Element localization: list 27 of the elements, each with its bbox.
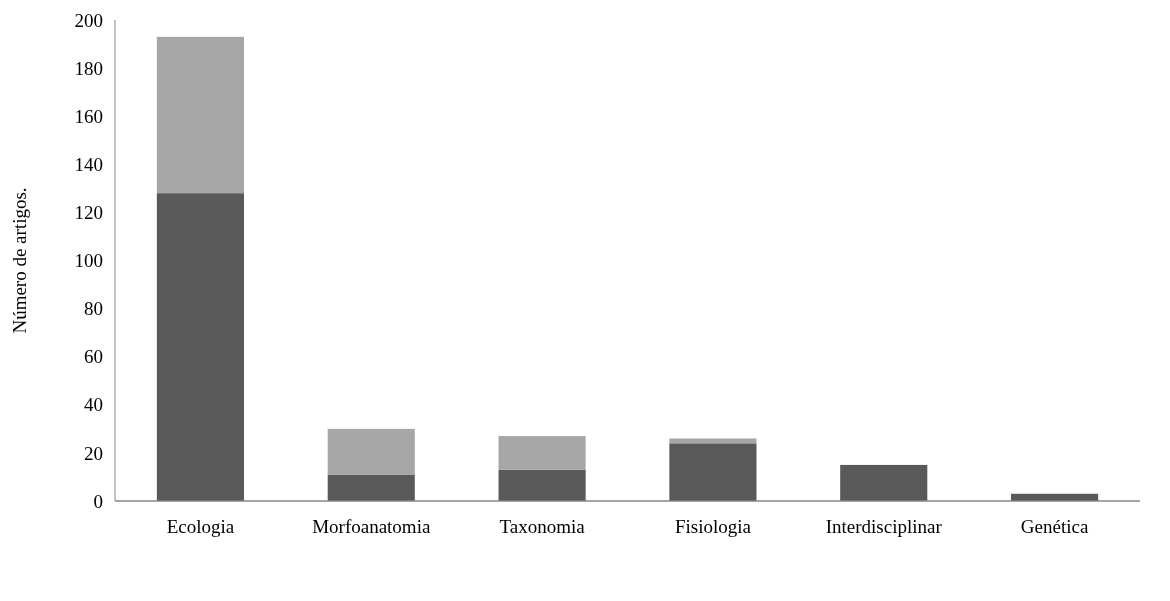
x-tick-label: Genética (1020, 516, 1089, 537)
y-tick-label: 140 (74, 153, 103, 175)
y-tick-label: 60 (84, 346, 103, 368)
bar (840, 464, 928, 501)
y-tick-label: 20 (84, 442, 103, 464)
x-tick-label: Morfoanatomia (312, 516, 431, 537)
bar (498, 436, 586, 470)
bar (156, 36, 244, 194)
y-tick-label: 40 (84, 394, 103, 416)
x-tick-label: Interdisciplinar (825, 516, 943, 537)
y-axis-title: Número de artigos. (9, 187, 30, 334)
x-tick-label: Fisiologia (674, 516, 752, 537)
y-tick-label: 100 (74, 250, 103, 272)
x-tick-label: Ecologia (166, 516, 235, 537)
y-tick-label: 200 (74, 9, 103, 31)
bar (327, 474, 415, 501)
y-tick-label: 160 (74, 105, 103, 127)
bar (156, 193, 244, 501)
y-tick-label: 80 (84, 298, 103, 320)
x-tick-label: Taxonomia (499, 516, 586, 537)
bar (327, 428, 415, 475)
bar (669, 443, 757, 501)
y-tick-label: 120 (74, 202, 103, 224)
y-tick-label: 180 (74, 57, 103, 79)
bar (669, 438, 757, 444)
bar (498, 469, 586, 501)
y-tick-label: 0 (93, 490, 103, 512)
